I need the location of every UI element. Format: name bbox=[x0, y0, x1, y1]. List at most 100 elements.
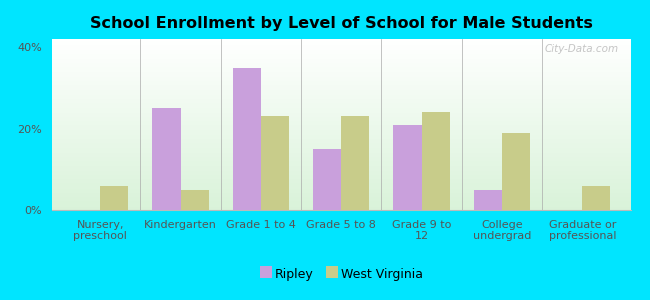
Bar bbox=[52, 98, 630, 99]
Bar bbox=[52, 117, 630, 118]
Bar bbox=[52, 85, 630, 86]
Bar bbox=[52, 93, 630, 94]
Bar bbox=[52, 51, 630, 52]
Bar bbox=[52, 80, 630, 81]
Bar bbox=[52, 100, 630, 101]
Bar bbox=[52, 200, 630, 201]
Bar bbox=[52, 100, 630, 101]
Bar bbox=[52, 179, 630, 180]
Bar bbox=[52, 97, 630, 98]
Bar bbox=[52, 94, 630, 95]
Bar bbox=[52, 128, 630, 129]
Bar bbox=[52, 159, 630, 160]
Bar bbox=[52, 161, 630, 162]
Bar bbox=[52, 168, 630, 169]
Bar bbox=[153, 108, 181, 210]
Bar bbox=[52, 39, 630, 40]
Bar bbox=[52, 43, 630, 44]
Bar bbox=[52, 185, 630, 186]
Bar bbox=[52, 184, 630, 185]
Bar bbox=[52, 203, 630, 204]
Bar bbox=[52, 107, 630, 108]
Bar bbox=[52, 134, 630, 135]
Bar bbox=[52, 74, 630, 75]
Bar bbox=[52, 116, 630, 117]
Bar bbox=[52, 192, 630, 193]
Bar bbox=[52, 41, 630, 42]
Bar bbox=[52, 86, 630, 87]
Bar bbox=[52, 138, 630, 139]
Bar bbox=[52, 205, 630, 206]
Bar bbox=[233, 68, 261, 210]
Bar bbox=[52, 142, 630, 143]
Title: School Enrollment by Level of School for Male Students: School Enrollment by Level of School for… bbox=[90, 16, 593, 31]
Bar bbox=[52, 71, 630, 72]
Bar bbox=[52, 59, 630, 60]
Bar bbox=[52, 78, 630, 79]
Bar bbox=[181, 190, 209, 210]
Bar bbox=[52, 135, 630, 136]
Bar bbox=[52, 127, 630, 128]
Bar bbox=[52, 64, 630, 65]
Bar bbox=[52, 55, 630, 56]
Bar bbox=[52, 60, 630, 61]
Bar bbox=[52, 174, 630, 175]
Bar bbox=[52, 132, 630, 133]
Bar bbox=[341, 116, 369, 210]
Bar bbox=[52, 118, 630, 119]
Bar bbox=[52, 162, 630, 163]
Bar bbox=[52, 181, 630, 182]
Bar bbox=[52, 102, 630, 103]
Bar bbox=[52, 40, 630, 41]
Bar bbox=[52, 49, 630, 50]
Bar bbox=[52, 106, 630, 107]
Bar bbox=[52, 129, 630, 130]
Bar bbox=[52, 156, 630, 157]
Bar bbox=[52, 146, 630, 147]
Bar bbox=[393, 124, 422, 210]
Bar bbox=[52, 206, 630, 207]
Bar bbox=[52, 111, 630, 112]
Bar bbox=[52, 65, 630, 66]
Bar bbox=[52, 191, 630, 192]
Bar bbox=[52, 50, 630, 51]
Bar bbox=[52, 160, 630, 161]
Bar bbox=[52, 81, 630, 82]
Bar bbox=[52, 160, 630, 161]
Legend: Ripley, West Virginia: Ripley, West Virginia bbox=[255, 263, 428, 286]
Bar bbox=[52, 137, 630, 138]
Bar bbox=[100, 186, 128, 210]
Bar bbox=[52, 99, 630, 100]
Bar bbox=[52, 88, 630, 89]
Bar bbox=[52, 207, 630, 208]
Bar bbox=[52, 172, 630, 173]
Bar bbox=[52, 202, 630, 203]
Bar bbox=[52, 165, 630, 166]
Bar bbox=[52, 104, 630, 105]
Bar bbox=[52, 149, 630, 150]
Bar bbox=[52, 186, 630, 187]
Bar bbox=[52, 105, 630, 106]
Bar bbox=[52, 176, 630, 177]
Bar bbox=[52, 79, 630, 80]
Bar bbox=[52, 150, 630, 151]
Bar bbox=[52, 61, 630, 62]
Bar bbox=[52, 69, 630, 70]
Bar bbox=[52, 144, 630, 145]
Bar bbox=[52, 54, 630, 55]
Bar bbox=[52, 152, 630, 153]
Bar bbox=[52, 48, 630, 49]
Bar bbox=[474, 190, 502, 210]
Bar bbox=[52, 201, 630, 202]
Bar bbox=[52, 130, 630, 131]
Bar bbox=[52, 52, 630, 53]
Bar bbox=[52, 178, 630, 179]
Bar bbox=[52, 77, 630, 78]
Bar bbox=[52, 183, 630, 184]
Bar bbox=[52, 115, 630, 116]
Bar bbox=[52, 44, 630, 45]
Bar bbox=[52, 196, 630, 197]
Bar bbox=[52, 133, 630, 134]
Bar bbox=[52, 139, 630, 140]
Bar bbox=[52, 76, 630, 77]
